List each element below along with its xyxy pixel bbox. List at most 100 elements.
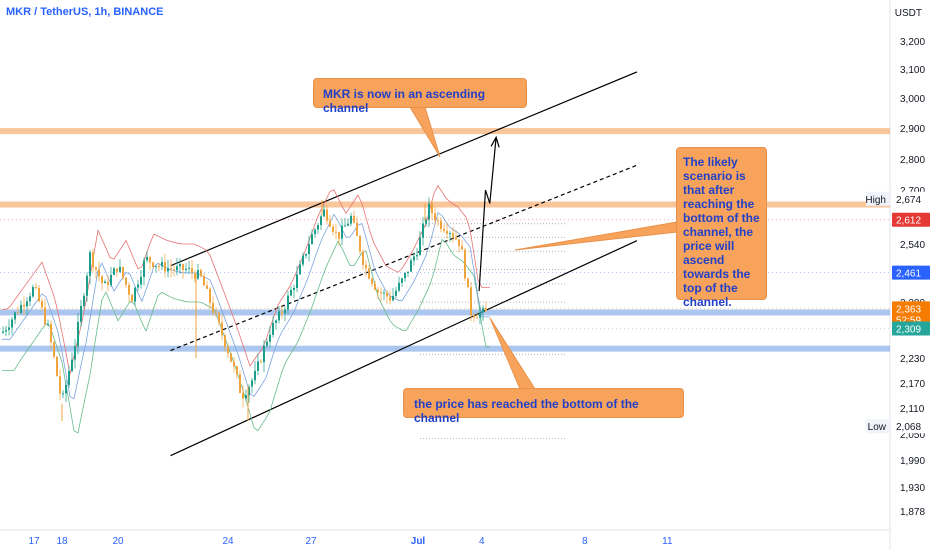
candle-body (89, 252, 91, 276)
candle-body (245, 395, 247, 399)
candle-body (173, 269, 175, 271)
candle-body (62, 393, 64, 395)
candle-body (281, 311, 283, 314)
candle-body (86, 275, 88, 296)
candle-body (251, 380, 253, 387)
candle-body (365, 264, 367, 269)
callout-2-pointer (514, 221, 678, 251)
candle-body (476, 317, 478, 319)
candle-body (434, 213, 436, 221)
candle-body (122, 266, 124, 278)
low-label-caption-bg (866, 419, 890, 434)
candle-body (458, 239, 460, 246)
candle-body (2, 331, 4, 333)
x-tick-label: 4 (479, 536, 485, 547)
x-tick-label: 24 (222, 536, 234, 547)
candle-body (311, 234, 313, 245)
candle-body (353, 215, 355, 223)
resistance-zone-lower (0, 201, 890, 208)
candle-body (302, 255, 304, 265)
candle-body (104, 281, 106, 284)
candle-body (461, 245, 463, 250)
candle-body (161, 262, 163, 267)
candle-body (50, 323, 52, 343)
candle-body (284, 309, 286, 314)
candle-body (431, 203, 433, 214)
candle-body (392, 295, 394, 301)
candle-body (131, 294, 133, 302)
candle-body (56, 356, 58, 377)
candle-body (377, 289, 379, 293)
candle-body (395, 290, 397, 296)
candle-body (101, 276, 103, 284)
candle-body (113, 268, 115, 275)
bottom-reached-note[interactable]: the price has reached the bottom of the … (403, 388, 684, 425)
candle-body (470, 287, 472, 316)
candle-body (323, 209, 325, 217)
candle-body (164, 262, 166, 272)
candle-body (29, 296, 31, 302)
candle-body (215, 312, 217, 314)
high-label-caption: High (865, 195, 886, 206)
candle-body (95, 267, 97, 270)
blue-level-label: 2,461 (896, 269, 921, 280)
candle-body (314, 229, 316, 235)
candle-body (332, 226, 334, 232)
candle-body (221, 322, 223, 336)
candle-body (65, 384, 67, 394)
candle-body (74, 346, 76, 360)
candle-body (422, 223, 424, 238)
candle-body (290, 289, 292, 296)
current-price-label-timer: 52:59 (896, 315, 921, 326)
red-level-label-bg (892, 212, 930, 227)
candle-body (176, 266, 178, 271)
candle-body (335, 231, 337, 233)
green-level-label: 2,309 (896, 325, 921, 336)
candle-body (473, 315, 475, 318)
blue-level-label-bg (892, 265, 930, 280)
x-tick-label: 11 (662, 536, 673, 547)
candle-body (359, 235, 361, 252)
candle-body (35, 287, 37, 289)
candle-body (263, 345, 265, 363)
ascending-channel-note[interactable]: MKR is now in an ascending channel (313, 78, 527, 115)
candle-body (329, 220, 331, 227)
candle-body (227, 347, 229, 354)
y-tick-label: 3,200 (900, 37, 925, 48)
candle-body (275, 320, 277, 323)
candle-body (5, 329, 7, 332)
high-label-bg (892, 191, 930, 206)
candle-body (299, 264, 301, 275)
candle-body (206, 285, 208, 289)
candle-body (416, 255, 418, 257)
candle-body (455, 237, 457, 240)
candle-body (107, 281, 109, 286)
y-tick-label: 2,050 (900, 430, 925, 441)
y-tick-label: 1,878 (900, 507, 925, 518)
candle-body (230, 353, 232, 362)
y-tick-label: 2,540 (900, 240, 925, 251)
candle-body (380, 292, 382, 294)
candle-body (440, 220, 442, 229)
candle-body (77, 321, 79, 347)
candle-body (233, 361, 235, 367)
candle-body (341, 225, 343, 239)
candle-body (170, 268, 172, 270)
candle-body (11, 319, 13, 328)
y-tick-label: 1,990 (900, 456, 925, 467)
candle-body (197, 269, 199, 279)
candle-body (413, 256, 415, 261)
candle-body (80, 305, 82, 322)
y-tick-label: 2,900 (900, 124, 925, 135)
y-tick-label: 3,100 (900, 65, 925, 76)
green-level-label-bg (892, 321, 930, 336)
scenario-note[interactable]: The likely scenario is that after reachi… (676, 147, 767, 309)
candle-body (194, 272, 196, 279)
candle-body (146, 256, 148, 261)
candle-body (248, 386, 250, 396)
candle-body (110, 274, 112, 286)
candle-body (308, 244, 310, 254)
candle-body (452, 233, 454, 238)
